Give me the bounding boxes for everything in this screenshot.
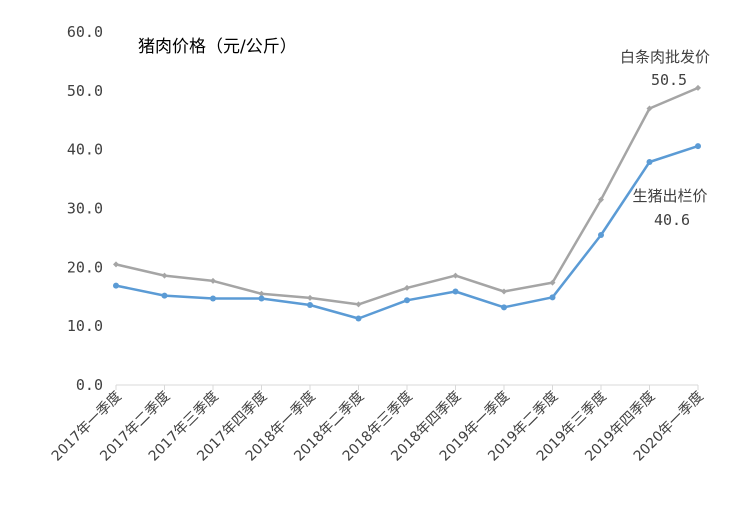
series-lines [113,84,701,322]
series-value-wholesale: 50.5 [651,71,687,89]
data-point-wholesale [695,84,701,91]
y-tick-label: 30.0 [67,200,103,218]
chart-title: 猪肉价格（元/公斤） [138,37,297,57]
data-point-live-hog [307,301,313,308]
data-point-wholesale [113,261,119,268]
y-tick-label: 0.0 [76,376,103,394]
data-point-wholesale [646,105,653,112]
series-annotations: 白条肉批发价 50.5 生猪出栏价 40.6 [620,48,710,229]
y-tick-label: 40.0 [67,141,103,159]
series-line-live-hog [114,144,700,320]
data-point-live-hog [549,294,556,301]
data-point-live-hog [210,295,216,302]
data-point-wholesale [404,284,410,291]
series-label-live-hog: 生猪出栏价 [632,187,707,205]
data-point-wholesale [452,272,459,279]
data-point-live-hog [161,292,168,299]
x-axis: 2017年一季度2017年二季度2017年三季度2017年四季度2018年一季度… [49,384,707,465]
data-point-live-hog [695,143,701,150]
data-point-wholesale [598,196,604,203]
data-point-live-hog [113,282,119,289]
y-tick-label: 10.0 [67,317,103,335]
data-point-wholesale [258,290,265,297]
y-axis: 0.0 10.0 20.0 30.0 40.0 50.0 60.0 [67,23,103,394]
data-point-wholesale [161,272,168,279]
data-point-live-hog [646,159,653,166]
data-point-live-hog [258,295,265,302]
series-label-wholesale: 白条肉批发价 [620,48,710,66]
series-line-wholesale [114,86,700,306]
y-tick-label: 50.0 [67,82,103,100]
series-value-live-hog: 40.6 [654,211,690,229]
data-point-wholesale [307,294,313,301]
data-point-wholesale [210,277,216,284]
data-point-wholesale [355,301,362,308]
data-point-wholesale [501,288,507,295]
y-tick-label: 60.0 [67,23,103,41]
data-point-live-hog [452,288,459,295]
data-point-live-hog [404,297,410,304]
data-point-wholesale [549,279,556,286]
data-point-live-hog [598,231,604,238]
y-tick-label: 20.0 [67,258,103,276]
data-point-live-hog [501,304,507,311]
data-point-live-hog [355,315,362,322]
